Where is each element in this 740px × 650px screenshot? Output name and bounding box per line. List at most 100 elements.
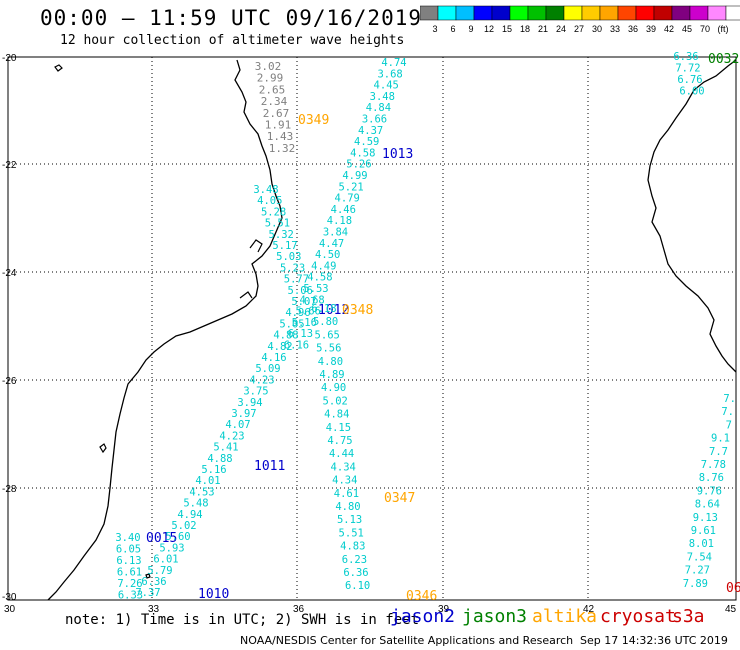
swh-value: 5.41	[213, 442, 238, 454]
swh-value: 3.66	[362, 114, 387, 126]
swh-value: 5.16	[201, 464, 226, 476]
swh-value: 5.32	[269, 229, 294, 241]
swh-value: 7.	[721, 406, 734, 418]
swh-value: 3.48	[253, 184, 278, 196]
swh-value: 4.61	[334, 488, 359, 500]
colorbar-label: 30	[592, 24, 602, 34]
swh-value: 5.53	[303, 283, 328, 295]
track-label-0349: 0349	[298, 113, 329, 128]
swh-value: 4.88	[273, 330, 298, 342]
swh-value: 5.66	[296, 306, 321, 318]
track-label-0348: 0348	[342, 303, 373, 318]
graticule	[8, 57, 736, 600]
swh-value: 6.76	[677, 74, 702, 86]
colorbar-swatch	[420, 5, 439, 21]
swh-value: 6.33	[118, 590, 143, 602]
swh-value: 5.56	[316, 343, 341, 355]
swh-value: 4.59	[354, 136, 379, 148]
colorbar-swatch	[437, 5, 457, 21]
swh-value: 1.32	[269, 142, 296, 155]
swh-value: 5.03	[276, 251, 301, 263]
swh-value: 2.34	[261, 95, 288, 108]
swh-value: 4.23	[249, 374, 274, 386]
track-label-1012: 1012	[318, 303, 349, 318]
track-values: 3.022.992.652.342.671.911.431.32 4.743.68…	[115, 51, 736, 602]
swh-value: 5.60	[165, 531, 190, 543]
colorbar-swatch	[671, 5, 691, 21]
swh-value: 9.61	[691, 525, 716, 537]
track-label-1013: 1013	[382, 147, 413, 162]
swh-value: 5.09	[255, 363, 280, 375]
lat-tick-30: -30	[2, 592, 17, 603]
track-label-1010: 1010	[198, 587, 229, 602]
swh-value: 4.89	[319, 369, 344, 381]
lon-tick-36: 36	[293, 604, 305, 615]
swh-value: 3.40	[115, 532, 140, 544]
swh-value: 4.74	[381, 57, 406, 69]
swh-value: 7.27	[685, 565, 710, 577]
swh-value: 4.53	[189, 486, 214, 498]
swh-value: 5.07	[291, 296, 316, 308]
swh-value: 5.51	[265, 218, 290, 230]
swh-value: 4.80	[318, 356, 343, 368]
swh-value: 5.26	[346, 159, 371, 171]
colorbar-label: 18	[520, 24, 530, 34]
colorbar-label: 12	[484, 24, 494, 34]
swh-value: 9.76	[697, 485, 722, 497]
swh-value: 5.77	[284, 274, 309, 286]
satellite-legend-jason3: jason3	[462, 606, 528, 627]
colorbar-label: 6	[450, 24, 455, 34]
swh-value: 6.10	[345, 580, 370, 592]
colorbar-swatch	[635, 5, 655, 21]
swh-value: 4.58	[307, 272, 332, 284]
lat-tick-26: -26	[2, 376, 17, 387]
satellite-legend-s3a: s3a	[672, 606, 705, 627]
swh-value: 7.54	[687, 551, 712, 563]
swh-value: 5.13	[337, 514, 362, 526]
colorbar: 3 6 9 12 15 18 21 24 27 30 33 36 39 42 45 70 (ft)	[420, 5, 740, 34]
lon-tick-39: 39	[438, 604, 450, 615]
swh-value: 6.01	[153, 554, 178, 566]
swh-value: 1.91	[265, 119, 292, 132]
colorbar-label: 45	[682, 24, 692, 34]
swh-value: 4.58	[350, 147, 375, 159]
swh-value: 4.37	[358, 125, 383, 137]
swh-value: 4.16	[261, 352, 286, 364]
track-label-06: 06	[726, 581, 740, 596]
swh-value: 7.72	[675, 63, 700, 75]
swh-value: 2.67	[263, 107, 290, 120]
swh-value: 5.51	[339, 527, 364, 539]
colorbar-label: 42	[664, 24, 674, 34]
colorbar-label: 33	[610, 24, 620, 34]
swh-value: 4.18	[327, 215, 352, 227]
swh-value: 5.21	[338, 181, 363, 193]
swh-value: 8.64	[695, 499, 720, 511]
colorbar-label: 21	[538, 24, 548, 34]
swh-value: 4.99	[342, 170, 367, 182]
track-label-0346: 0346	[406, 589, 437, 604]
swh-value: 4.15	[326, 422, 351, 434]
swh-value: 5.93	[159, 542, 184, 554]
swh-value: 5.06	[288, 285, 313, 297]
swh-value: 5.16	[292, 317, 317, 329]
swh-value: 3.94	[237, 397, 262, 409]
swh-value: 4.79	[335, 193, 360, 205]
swh-value: 4.34	[331, 461, 356, 473]
swh-value: 4.34	[332, 475, 357, 487]
colorbar-label: 15	[502, 24, 512, 34]
track-label-1011: 1011	[254, 459, 285, 474]
satellite-legend-jason2: jason2	[390, 606, 456, 627]
swh-value: 6.05	[116, 544, 141, 556]
island-se	[145, 573, 151, 579]
colorbar-swatch	[617, 5, 637, 21]
colorbar-label: 36	[628, 24, 638, 34]
swh-value: 4.23	[219, 430, 244, 442]
swh-value: 4.44	[329, 448, 354, 460]
swh-value: 4.45	[374, 80, 399, 92]
swh-value: 6.61	[117, 567, 142, 579]
swh-value: 7	[726, 419, 732, 431]
swh-value: 4.84	[324, 409, 349, 421]
swh-value: 4.82	[267, 341, 292, 353]
swh-value: 9.1	[711, 433, 730, 445]
satellite-legend-cryosat: cryosat	[600, 606, 676, 627]
